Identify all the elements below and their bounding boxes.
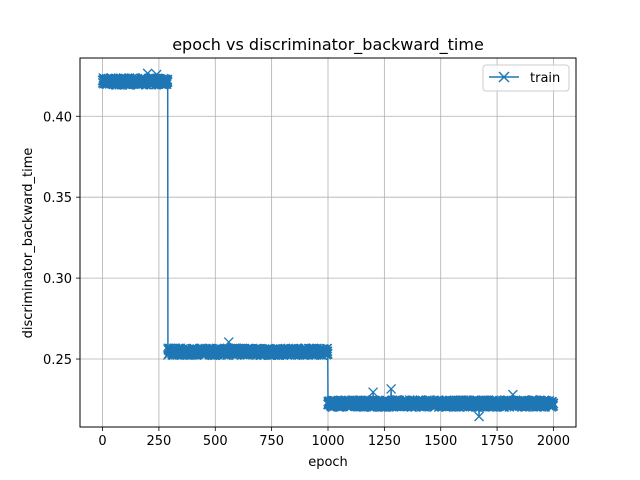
x-tick-label: 1750 <box>481 434 514 449</box>
x-tick-label: 1250 <box>368 434 401 449</box>
x-tick-label: 750 <box>259 434 284 449</box>
data-point <box>162 74 173 85</box>
y-tick-label: 0.30 <box>43 272 72 287</box>
y-tick-label: 0.40 <box>43 110 72 125</box>
data-point <box>322 348 333 359</box>
chart-title: epoch vs discriminator_backward_time <box>172 35 484 55</box>
x-tick-label: 0 <box>98 434 106 449</box>
data-point <box>162 77 173 87</box>
legend-marker-x-icon <box>498 71 510 83</box>
x-tick-label: 250 <box>146 434 171 449</box>
y-tick-label: 0.35 <box>43 191 72 206</box>
series-train <box>97 68 559 422</box>
legend: train <box>482 64 570 92</box>
data-point <box>548 398 559 409</box>
data-point <box>548 400 559 411</box>
legend-label-train: train <box>530 71 560 86</box>
data-point <box>386 384 397 394</box>
x-tick-label: 2000 <box>537 434 570 449</box>
legend-box <box>482 64 570 92</box>
x-tick-label: 1500 <box>424 434 457 449</box>
y-axis-ticks: 0.25 0.30 0.35 0.40 <box>43 110 80 368</box>
y-axis-title: discriminator_backward_time <box>21 148 36 339</box>
data-point <box>368 387 379 398</box>
data-point <box>322 346 333 357</box>
x-tick-label: 500 <box>203 434 228 449</box>
x-tick-label: 1000 <box>311 434 344 449</box>
x-axis-title: epoch <box>308 455 348 470</box>
data-point <box>474 411 485 422</box>
y-tick-label: 0.25 <box>43 353 72 368</box>
x-axis-ticks: 0 250 500 750 1000 1250 1500 1750 2000 <box>98 427 570 449</box>
